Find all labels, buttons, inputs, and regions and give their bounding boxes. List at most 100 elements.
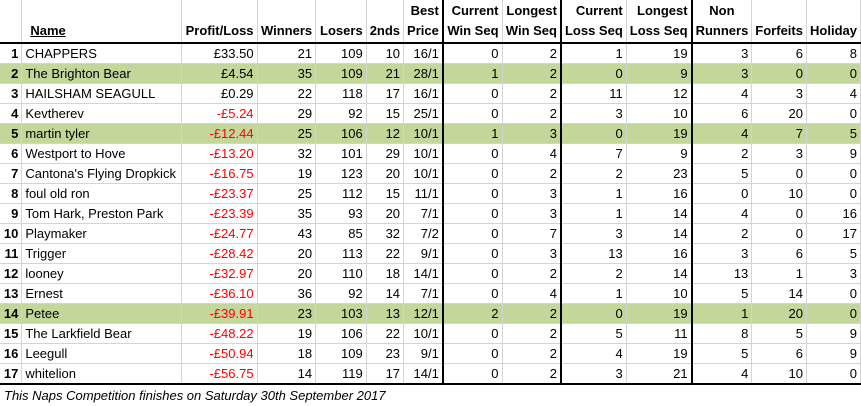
forfeits-cell[interactable]: 10 (751, 183, 807, 204)
profit-loss-cell[interactable]: -£48.22 (181, 323, 258, 344)
holiday-cell[interactable]: 4 (806, 83, 861, 104)
forfeits-cell[interactable]: 10 (751, 363, 807, 385)
longest-loss-seq-cell[interactable]: 16 (626, 183, 693, 204)
non-runners-cell[interactable]: 0 (691, 183, 753, 204)
name-header[interactable]: Name (21, 0, 182, 44)
forfeits-cell[interactable]: 0 (751, 203, 807, 224)
longest-win-seq-cell[interactable]: 3 (502, 183, 562, 204)
best-price-cell[interactable]: 7/1 (403, 283, 444, 304)
seconds-cell[interactable]: 15 (366, 183, 405, 204)
best-price-cell[interactable]: 16/1 (403, 83, 444, 104)
current-win-seq-cell[interactable]: 0 (441, 183, 503, 204)
name-cell[interactable]: Trigger (21, 243, 182, 264)
seconds-cell[interactable]: 18 (366, 263, 405, 284)
profit-loss-cell[interactable]: -£50.94 (181, 343, 258, 364)
rank-cell[interactable]: 4 (0, 103, 23, 124)
non-runners-header[interactable]: Non Runners (691, 0, 753, 44)
longest-win-seq-cell[interactable]: 7 (502, 223, 562, 244)
profit-loss-cell[interactable]: -£23.39 (181, 203, 258, 224)
rank-cell[interactable]: 15 (0, 323, 23, 344)
forfeits-cell[interactable]: 0 (751, 223, 807, 244)
holiday-cell[interactable]: 16 (806, 203, 861, 224)
current-loss-seq-cell[interactable]: 1 (560, 43, 627, 64)
longest-win-seq-cell[interactable]: 2 (502, 163, 562, 184)
profit-loss-cell[interactable]: -£5.24 (181, 103, 258, 124)
holiday-cell[interactable]: 9 (806, 143, 861, 164)
best-price-cell[interactable]: 25/1 (403, 103, 444, 124)
forfeits-cell[interactable]: 5 (751, 323, 807, 344)
current-win-seq-cell[interactable]: 0 (441, 103, 503, 124)
best-price-cell[interactable]: 11/1 (403, 183, 444, 204)
best-price-cell[interactable]: 28/1 (403, 63, 444, 84)
rank-cell[interactable]: 5 (0, 123, 23, 144)
winners-cell[interactable]: 21 (257, 43, 317, 64)
longest-loss-seq-cell[interactable]: 9 (626, 63, 693, 84)
current-loss-seq-cell[interactable]: 0 (560, 303, 627, 324)
current-win-seq-cell[interactable]: 0 (441, 283, 503, 304)
winners-cell[interactable]: 18 (257, 343, 317, 364)
current-loss-seq-header[interactable]: Current Loss Seq (560, 0, 627, 44)
seconds-cell[interactable]: 29 (366, 143, 405, 164)
holiday-cell[interactable]: 0 (806, 283, 861, 304)
current-win-seq-cell[interactable]: 0 (441, 143, 503, 164)
seconds-cell[interactable]: 17 (366, 363, 405, 385)
current-win-seq-cell[interactable]: 0 (441, 163, 503, 184)
best-price-cell[interactable]: 10/1 (403, 163, 444, 184)
profit-loss-cell[interactable]: £33.50 (181, 43, 258, 64)
name-cell[interactable]: Cantona's Flying Dropkick (21, 163, 182, 184)
current-loss-seq-cell[interactable]: 2 (560, 263, 627, 284)
current-loss-seq-cell[interactable]: 4 (560, 343, 627, 364)
rank-cell[interactable]: 14 (0, 303, 23, 324)
current-loss-seq-cell[interactable]: 5 (560, 323, 627, 344)
holiday-cell[interactable]: 0 (806, 103, 861, 124)
non-runners-cell[interactable]: 2 (691, 223, 753, 244)
current-win-seq-cell[interactable]: 1 (441, 63, 503, 84)
winners-cell[interactable]: 35 (257, 63, 317, 84)
longest-win-seq-cell[interactable]: 3 (502, 243, 562, 264)
non-runners-cell[interactable]: 5 (691, 163, 753, 184)
current-loss-seq-cell[interactable]: 2 (560, 163, 627, 184)
best-price-cell[interactable]: 12/1 (403, 303, 444, 324)
best-price-cell[interactable]: 7/2 (403, 223, 444, 244)
losers-cell[interactable]: 109 (315, 343, 367, 364)
forfeits-cell[interactable]: 6 (751, 343, 807, 364)
longest-win-seq-cell[interactable]: 2 (502, 83, 562, 104)
current-loss-seq-cell[interactable]: 3 (560, 103, 627, 124)
profit-loss-header[interactable]: Profit/Loss (181, 0, 258, 44)
longest-loss-seq-cell[interactable]: 16 (626, 243, 693, 264)
non-runners-cell[interactable]: 6 (691, 103, 753, 124)
forfeits-cell[interactable]: 20 (751, 303, 807, 324)
current-loss-seq-cell[interactable]: 1 (560, 283, 627, 304)
current-win-seq-cell[interactable]: 0 (441, 323, 503, 344)
profit-loss-cell[interactable]: -£23.37 (181, 183, 258, 204)
losers-cell[interactable]: 118 (315, 83, 367, 104)
holiday-cell[interactable]: 9 (806, 343, 861, 364)
longest-win-seq-cell[interactable]: 2 (502, 43, 562, 64)
losers-cell[interactable]: 93 (315, 203, 367, 224)
longest-loss-seq-cell[interactable]: 11 (626, 323, 693, 344)
current-win-seq-cell[interactable]: 0 (441, 363, 503, 385)
winners-cell[interactable]: 19 (257, 323, 317, 344)
non-runners-cell[interactable]: 1 (691, 303, 753, 324)
current-win-seq-header[interactable]: Current Win Seq (441, 0, 503, 44)
name-cell[interactable]: HAILSHAM SEAGULL (21, 83, 182, 104)
profit-loss-cell[interactable]: -£16.75 (181, 163, 258, 184)
current-win-seq-cell[interactable]: 0 (441, 223, 503, 244)
rank-cell[interactable]: 1 (0, 43, 23, 64)
best-price-cell[interactable]: 10/1 (403, 143, 444, 164)
longest-loss-seq-cell[interactable]: 19 (626, 343, 693, 364)
current-loss-seq-cell[interactable]: 13 (560, 243, 627, 264)
losers-cell[interactable]: 109 (315, 43, 367, 64)
forfeits-cell[interactable]: 20 (751, 103, 807, 124)
current-win-seq-cell[interactable]: 0 (441, 43, 503, 64)
longest-win-seq-cell[interactable]: 3 (502, 203, 562, 224)
losers-cell[interactable]: 113 (315, 243, 367, 264)
best-price-cell[interactable]: 9/1 (403, 243, 444, 264)
rank-cell[interactable]: 13 (0, 283, 23, 304)
profit-loss-cell[interactable]: £4.54 (181, 63, 258, 84)
non-runners-cell[interactable]: 3 (691, 63, 753, 84)
forfeits-cell[interactable]: 1 (751, 263, 807, 284)
holiday-cell[interactable]: 3 (806, 263, 861, 284)
losers-cell[interactable]: 119 (315, 363, 367, 385)
longest-win-seq-cell[interactable]: 2 (502, 263, 562, 284)
